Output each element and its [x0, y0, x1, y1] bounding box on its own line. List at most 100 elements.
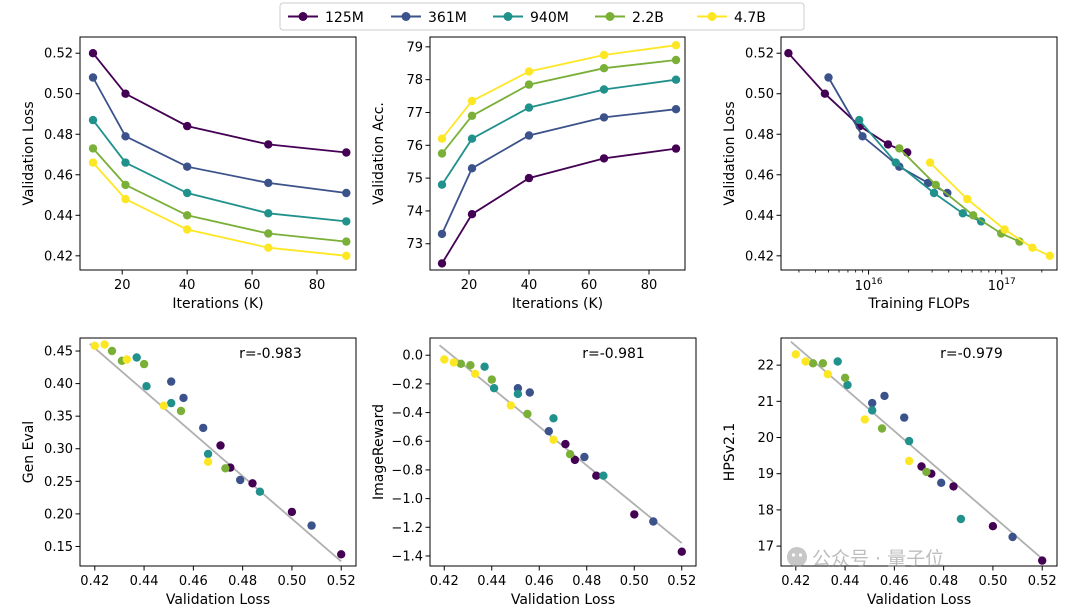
- data-point: [599, 85, 609, 94]
- legend-label: 2.2B: [632, 10, 664, 26]
- data-point: [287, 507, 297, 517]
- series-line: [929, 161, 1051, 257]
- series-line: [787, 52, 908, 154]
- x-axis-label: Iterations (K): [172, 296, 263, 312]
- series-4.7B: [88, 158, 351, 260]
- data-point: [264, 243, 273, 252]
- data-point: [437, 149, 447, 158]
- x-tick-label: 1017: [988, 277, 1016, 294]
- data-point: [342, 217, 351, 226]
- data-point: [883, 140, 893, 149]
- y-tick-label: 0.25: [44, 475, 73, 490]
- data-point: [221, 464, 230, 473]
- data-point: [100, 340, 109, 349]
- y-tick-label: 19: [757, 467, 774, 482]
- x-axis-label: Validation Loss: [511, 592, 615, 605]
- data-point: [342, 237, 351, 246]
- data-point: [988, 522, 998, 531]
- x-tick-label: 0.42: [430, 574, 459, 589]
- series-940M: [88, 115, 351, 226]
- series-4.7B: [437, 41, 681, 143]
- data-point: [255, 487, 265, 496]
- x-tick-label: 0.42: [80, 574, 109, 589]
- series-4.7B: [791, 350, 914, 466]
- series-361M: [437, 105, 681, 239]
- data-point: [630, 510, 639, 519]
- series-4.7B: [440, 355, 558, 444]
- series-2.2B: [88, 144, 351, 246]
- series-line: [92, 119, 347, 223]
- data-point: [1015, 237, 1024, 246]
- data-point: [524, 80, 534, 89]
- data-point: [599, 154, 609, 163]
- series-940M: [132, 353, 265, 496]
- y-tick-label: 22: [757, 359, 774, 374]
- data-point: [132, 353, 141, 362]
- data-point: [820, 89, 830, 98]
- data-point: [858, 132, 867, 141]
- data-point: [203, 457, 213, 466]
- wechat-icon: [787, 547, 807, 567]
- data-point: [449, 358, 458, 367]
- data-point: [437, 134, 447, 143]
- data-point: [139, 359, 149, 369]
- series-line: [441, 108, 677, 235]
- data-point: [549, 435, 558, 444]
- series-361M: [824, 73, 952, 198]
- y-tick-label: −0.6: [391, 435, 423, 450]
- x-tick-label: 80: [641, 278, 658, 293]
- data-point: [183, 225, 192, 234]
- data-point: [121, 180, 130, 190]
- y-tick-label: 21: [757, 395, 774, 410]
- series-line: [441, 44, 677, 140]
- data-point: [437, 259, 447, 268]
- data-point: [525, 388, 534, 397]
- data-point: [107, 346, 117, 356]
- plot-frame: [780, 337, 1058, 567]
- watermark: 公众号 · 量子位: [787, 547, 944, 570]
- series-125M: [88, 49, 351, 157]
- series-line: [441, 78, 677, 186]
- x-tick-label-exponent: 17: [1004, 277, 1015, 287]
- wechat-icon-eye-left: [791, 553, 796, 557]
- data-point: [877, 424, 887, 433]
- data-point: [264, 178, 273, 188]
- y-axis-label: ImageReward: [371, 404, 387, 500]
- data-point: [843, 380, 852, 390]
- data-point: [88, 73, 98, 82]
- data-point: [929, 188, 939, 198]
- y-tick-label: 0.48: [745, 128, 774, 143]
- y-tick-label: −0.8: [391, 463, 423, 478]
- series-125M: [561, 439, 686, 556]
- correlation-annotation: r=-0.979: [940, 346, 1003, 362]
- x-tick-label: 0.46: [880, 574, 909, 589]
- data-point: [599, 50, 609, 60]
- data-point: [88, 49, 98, 58]
- data-point: [1028, 243, 1037, 252]
- data-point: [931, 180, 940, 190]
- data-point: [671, 41, 681, 50]
- data-point: [167, 377, 176, 386]
- legend-frame: [279, 2, 805, 31]
- regression-line: [790, 340, 1043, 560]
- series-2.2B: [437, 55, 681, 158]
- data-point: [570, 455, 580, 465]
- chart-panel-6: 0.42 0.44 0.46 0.48 0.50 0.52 17 18 19 20 21 22 Vali…: [722, 337, 1058, 605]
- x-tick-label: 0.44: [477, 574, 506, 589]
- x-tick-label: 0.52: [327, 574, 356, 589]
- x-tick-label: 0.50: [277, 574, 306, 589]
- x-tick-label: 0.46: [179, 574, 208, 589]
- x-axis-label: Iterations (K): [512, 296, 603, 312]
- y-tick-label: 0.35: [44, 410, 73, 425]
- data-point: [1008, 532, 1017, 542]
- data-point: [671, 55, 681, 65]
- data-point: [969, 211, 978, 220]
- y-tick-label: 0.48: [44, 128, 73, 143]
- series-2.2B: [808, 359, 931, 477]
- data-point: [513, 389, 523, 399]
- series-4.7B: [925, 158, 1055, 260]
- data-point: [565, 450, 575, 459]
- x-tick-label: 0.46: [525, 574, 554, 589]
- watermark-text: 公众号 · 量子位: [812, 548, 944, 570]
